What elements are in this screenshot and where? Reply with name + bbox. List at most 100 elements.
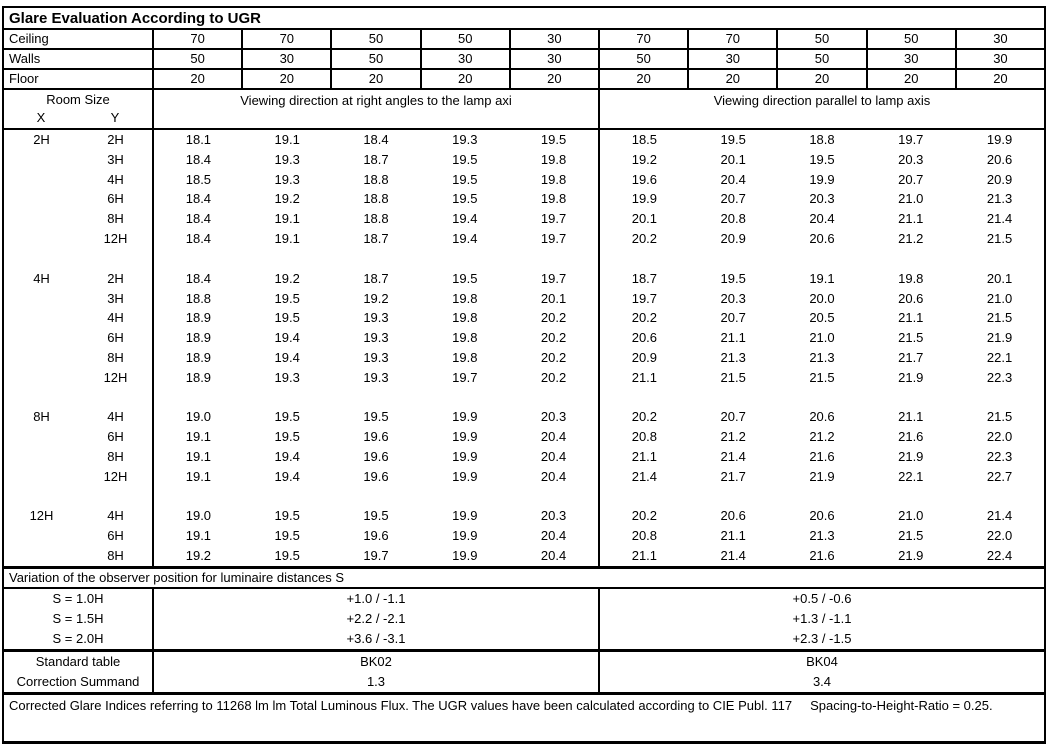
- ugr-value: 18.4: [185, 191, 212, 207]
- surface-value: 20: [993, 71, 1008, 86]
- surface-label: Floor: [4, 70, 154, 88]
- room-size-x: [4, 209, 79, 229]
- room-size-label: Room Size: [46, 92, 110, 107]
- ugr-value: 21.4: [720, 548, 746, 564]
- ugr-value: 18.4: [185, 231, 212, 247]
- ugr-value: 20.8: [720, 211, 746, 227]
- variation-value-right: +1.3 / -1.1: [792, 611, 852, 626]
- ugr-value: 21.7: [720, 468, 746, 484]
- ugr-value: 21.4: [986, 508, 1013, 524]
- ugr-value: 19.4: [274, 449, 300, 464]
- ugr-value: [955, 487, 1044, 507]
- surface-value: 20: [243, 70, 333, 88]
- variation-row: S = 2.0H +3.6 / -3.1 +2.3 / -1.5: [4, 629, 1044, 649]
- room-size-y: 8H: [79, 347, 154, 368]
- ugr-value: 20.1: [986, 270, 1013, 286]
- surface-value: 50: [600, 50, 690, 68]
- ugr-value: 19.7: [363, 548, 389, 564]
- variation-rows: S = 1.0H +1.0 / -1.1 +0.5 / -0.6 S = 1.5H +2…: [4, 589, 1044, 649]
- ugr-value: 21.0: [809, 330, 835, 346]
- ugr-value: 19.8: [452, 349, 478, 365]
- ugr-value: [778, 249, 867, 269]
- ugr-value: [509, 487, 598, 507]
- ugr-value: 19.5: [452, 270, 478, 286]
- room-size-x: [4, 388, 79, 408]
- room-size-y: 6H: [79, 526, 154, 547]
- surface-value: 50: [778, 50, 868, 68]
- room-size-y: 4H: [79, 308, 154, 329]
- surface-value: 20: [332, 70, 422, 88]
- ugr-value: 19.5: [274, 508, 300, 524]
- room-size-x: [4, 348, 79, 368]
- ugr-row: 12H 19.1 19.4 19.6 19.9 20.4 21.4 21.7 21.9 22.1 2…: [4, 466, 1044, 487]
- ugr-value: 18.4: [185, 211, 212, 227]
- room-size-y: 8H: [79, 209, 154, 230]
- ugr-value: 21.5: [986, 409, 1013, 425]
- ugr-value: 20.2: [540, 369, 567, 385]
- ugr-value: 21.1: [898, 211, 924, 227]
- ugr-value: 19.5: [452, 171, 478, 187]
- table-title: Glare Evaluation According to UGR: [4, 8, 1044, 30]
- ugr-value: 20.2: [597, 229, 689, 249]
- surface-value: 30: [243, 50, 333, 68]
- ugr-value: 20.1: [720, 151, 746, 167]
- variation-label: S = 1.0H: [4, 589, 154, 609]
- ugr-value: 19.5: [363, 508, 389, 524]
- surface-value: 70: [154, 30, 244, 48]
- ugr-value: [866, 487, 955, 507]
- ugr-row: 3H 18.4 19.3 18.7 19.5 19.8 19.2 20.1 19.5 20.3 20…: [4, 149, 1044, 170]
- ugr-row: 8H 18.4 19.1 18.8 19.4 19.7 20.1 20.8 20.4 21.1 21…: [4, 209, 1044, 230]
- variation-value-left: +2.2 / -2.1: [154, 609, 600, 629]
- summary-value-right: BK04: [806, 654, 838, 669]
- ugr-value: 19.4: [274, 468, 300, 484]
- ugr-value: 19.9: [452, 409, 478, 425]
- surface-value: 50: [332, 50, 422, 68]
- ugr-value: 19.6: [363, 468, 389, 484]
- ugr-row: 8H 19.1 19.4 19.6 19.9 20.4 21.1 21.4 21.6 21.9 22…: [4, 447, 1044, 467]
- ugr-row: 3H 18.8 19.5 19.2 19.8 20.1 19.7 20.3 20.0 20.6 21…: [4, 288, 1044, 309]
- ugr-value: 19.5: [452, 151, 478, 167]
- room-size-x: [4, 249, 79, 269]
- ugr-value: 20.8: [597, 526, 689, 547]
- room-size-x: 2H: [33, 132, 50, 147]
- ugr-value: 19.8: [452, 290, 478, 306]
- ugr-value: 21.0: [898, 191, 924, 207]
- ugr-value: 18.9: [185, 330, 212, 346]
- ugr-value: 20.1: [597, 209, 689, 230]
- room-size-y: 2H: [79, 268, 154, 289]
- ugr-value: 18.7: [597, 268, 689, 289]
- ugr-value: 20.4: [540, 548, 567, 564]
- surface-value: 20: [422, 70, 511, 88]
- ugr-value: 19.3: [274, 369, 300, 385]
- room-size-y: 12H: [79, 229, 154, 249]
- ugr-value: 19.2: [274, 270, 300, 286]
- ugr-value: 18.4: [185, 151, 212, 167]
- ugr-value: 19.2: [274, 191, 300, 207]
- ugr-value: 21.4: [597, 466, 689, 487]
- ugr-value: 21.1: [898, 310, 924, 326]
- ugr-value: [420, 249, 509, 269]
- ugr-value: 19.1: [809, 270, 835, 286]
- ugr-value: 21.4: [720, 449, 746, 464]
- room-size-y: 4H: [79, 407, 154, 428]
- ugr-row: [4, 387, 1044, 408]
- ugr-value: 19.0: [185, 409, 212, 425]
- ugr-value: 19.2: [363, 290, 389, 306]
- surface-label: Walls: [4, 50, 154, 68]
- ugr-value: 19.7: [540, 270, 567, 286]
- variation-value-left: +1.0 / -1.1: [154, 589, 600, 609]
- ugr-value: 20.8: [597, 427, 689, 447]
- ugr-value: 18.9: [185, 369, 212, 385]
- ugr-value: [243, 487, 332, 507]
- summary-rows: Standard table BK02 BK04 Correction Summand…: [4, 649, 1044, 692]
- ugr-value: 22.0: [986, 528, 1013, 544]
- ugr-value: 19.4: [452, 231, 478, 247]
- ugr-value: 21.7: [898, 349, 924, 365]
- ugr-value: 20.6: [809, 508, 835, 524]
- x-label: X: [36, 110, 46, 125]
- surface-value: 20: [689, 70, 779, 88]
- ugr-value: 19.3: [363, 369, 389, 385]
- ugr-value: 21.9: [986, 330, 1013, 346]
- ugr-value: [332, 249, 421, 269]
- ugr-value: [597, 387, 689, 408]
